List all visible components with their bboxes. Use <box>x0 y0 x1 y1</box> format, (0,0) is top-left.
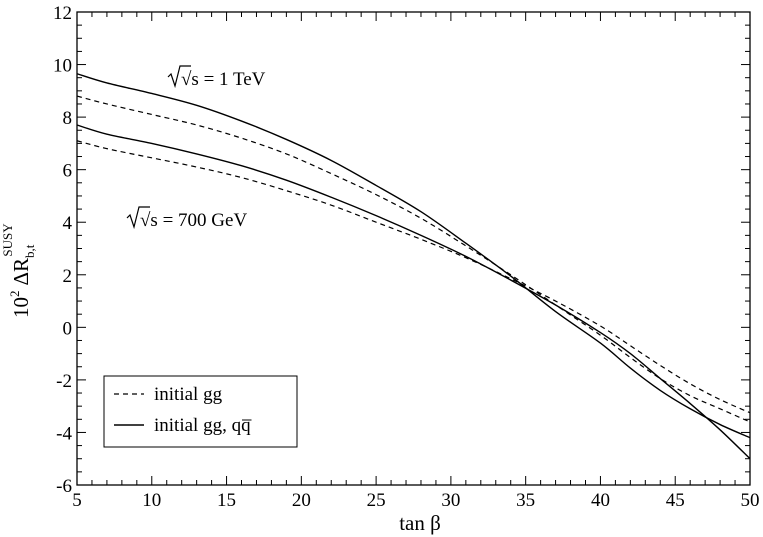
y-axis-superscript: SUSY <box>0 223 15 257</box>
x-tick-label: 10 <box>142 490 161 511</box>
x-tick-label: 40 <box>591 490 610 511</box>
legend-box <box>103 375 298 448</box>
x-tick-label: 35 <box>516 490 535 511</box>
y-axis-symbol: ΔR <box>9 258 33 286</box>
annotation-700gev-text: √s = 700 GeV <box>140 210 247 231</box>
y-tick-label: 8 <box>63 108 73 129</box>
y-axis-title: 102 ΔRb,t SUSY <box>0 223 37 318</box>
annotations: √s = 1 TeV √s = 700 GeV <box>126 65 266 231</box>
x-tick-label: 45 <box>666 490 685 511</box>
y-axis-exponent: 2 <box>7 291 22 298</box>
x-tick-label: 20 <box>292 490 311 511</box>
axis-ticks <box>76 11 751 486</box>
series-line-700gev-solid <box>76 124 751 460</box>
series-lines <box>76 73 751 460</box>
legend: initial gg initial gg, qq̅ <box>103 375 298 448</box>
legend-label-gg: initial gg <box>154 384 223 405</box>
y-tick-label: 10 <box>53 56 72 77</box>
y-tick-label: -6 <box>56 476 72 497</box>
plot-frame <box>76 11 751 486</box>
x-axis-title: tan β <box>399 511 441 535</box>
annotation-1tev: √s = 1 TeV <box>167 65 266 90</box>
legend-label-gg-qq: initial gg, qq̅ <box>154 415 252 436</box>
x-tick-label: 50 <box>741 490 760 511</box>
y-tick-label: 0 <box>63 318 73 339</box>
sqrt-sign-700gev <box>126 206 150 230</box>
x-tick-label: 15 <box>217 490 236 511</box>
tick-labels: 5 10 15 20 25 30 35 40 45 50 -6 -4 -2 0 2 4 6 8 10 12 <box>53 3 760 511</box>
series-line-700gev-dashed <box>76 140 751 414</box>
x-tick-label: 5 <box>72 490 82 511</box>
annotation-700gev: √s = 700 GeV <box>126 206 247 231</box>
x-tick-label: 25 <box>367 490 386 511</box>
x-tick-label: 30 <box>441 490 460 511</box>
sqrt-sign-1tev <box>167 65 191 89</box>
y-tick-label: 6 <box>63 161 73 182</box>
y-tick-label: -2 <box>56 371 72 392</box>
series-line-1tev-solid <box>76 73 751 439</box>
y-axis-prefix: 10 <box>9 297 33 318</box>
y-axis-subscript: b,t <box>22 244 37 258</box>
series-line-1tev-dashed <box>76 95 751 423</box>
y-tick-label: 4 <box>63 213 73 234</box>
y-tick-label: 12 <box>53 3 72 24</box>
y-tick-label: 2 <box>63 266 73 287</box>
annotation-1tev-text: √s = 1 TeV <box>181 69 266 90</box>
y-tick-label: -4 <box>56 423 72 444</box>
